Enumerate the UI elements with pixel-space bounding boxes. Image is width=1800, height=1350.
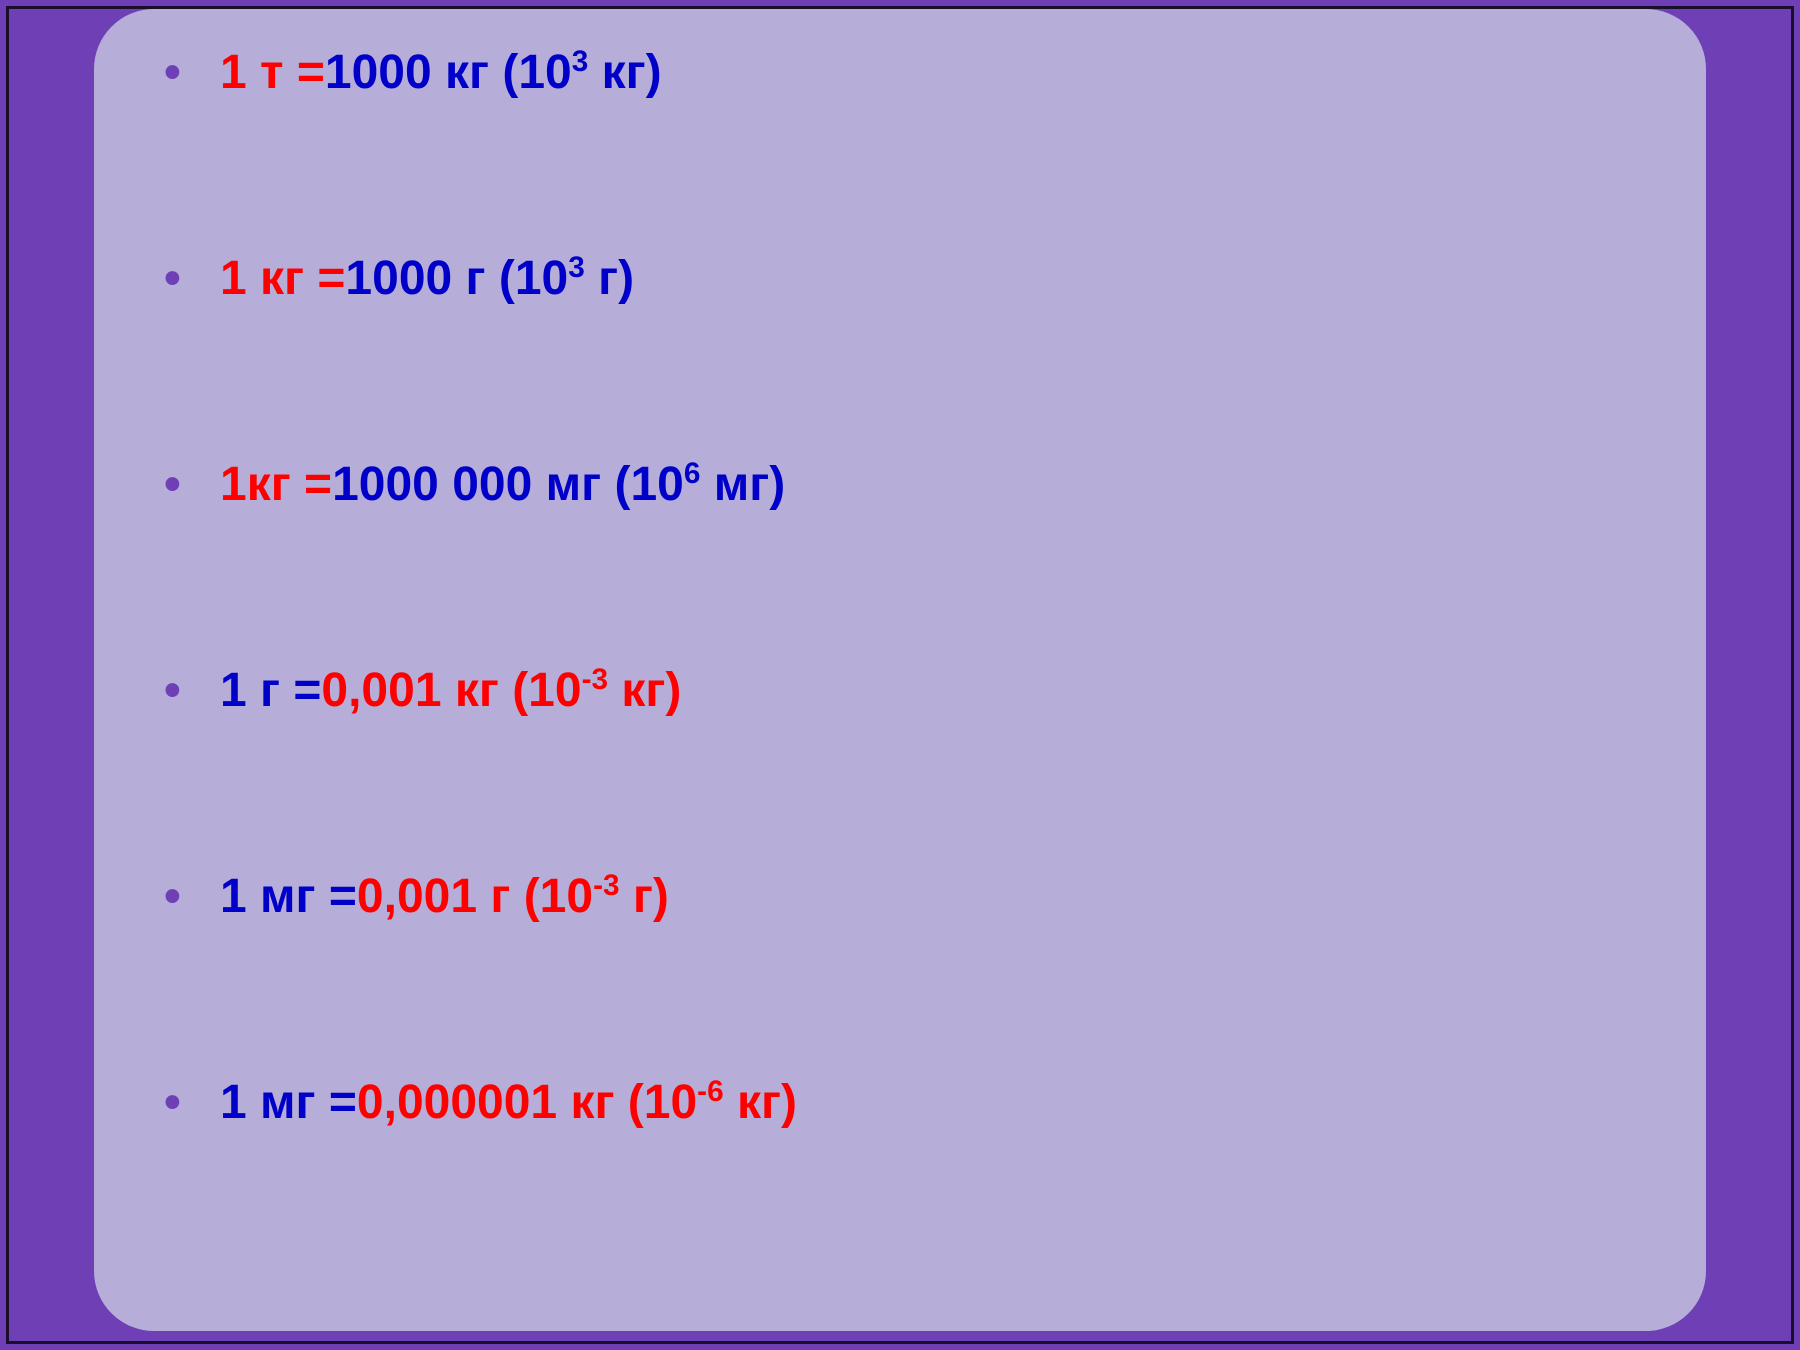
row-exponent: 6 xyxy=(684,457,701,490)
row-value: 1000 000 мг (106 мг) xyxy=(332,461,785,509)
row-value-base: 0,001 г (10 xyxy=(357,870,593,923)
row-exponent: 3 xyxy=(568,251,585,284)
slide-outer: • 1 т = 1000 кг (103 кг) • 1 кг = 1000 г… xyxy=(6,6,1794,1344)
row-value-tail: кг) xyxy=(724,1076,797,1129)
conversion-row: • 1 г = 0,001 кг (10-3 кг) xyxy=(164,667,1646,715)
row-value: 0,001 кг (10-3 кг) xyxy=(321,667,681,715)
bullet-icon: • xyxy=(164,461,220,509)
row-value-base: 1000 г (10 xyxy=(345,252,568,305)
row-value-tail: г) xyxy=(585,252,634,305)
conversion-row: • 1 т = 1000 кг (103 кг) xyxy=(164,49,1646,97)
row-value-tail: кг) xyxy=(588,46,661,99)
row-value-base: 1000 кг (10 xyxy=(325,46,572,99)
bullet-icon: • xyxy=(164,255,220,303)
row-left: 1 мг = xyxy=(220,1079,357,1127)
row-left: 1 г = xyxy=(220,667,321,715)
row-exponent: -3 xyxy=(582,663,608,696)
row-exponent: 3 xyxy=(572,45,589,78)
row-value: 1000 г (103 г) xyxy=(345,255,634,303)
row-value-tail: мг) xyxy=(700,458,785,511)
bullet-icon: • xyxy=(164,1079,220,1127)
row-left: 1кг = xyxy=(220,461,332,509)
row-left: 1 кг = xyxy=(220,255,345,303)
content-panel: • 1 т = 1000 кг (103 кг) • 1 кг = 1000 г… xyxy=(94,9,1706,1331)
row-value-base: 1000 000 мг (10 xyxy=(332,458,684,511)
row-value-base: 0,000001 кг (10 xyxy=(357,1076,697,1129)
row-left: 1 мг = xyxy=(220,873,357,921)
row-value: 0,001 г (10-3 г) xyxy=(357,873,669,921)
row-exponent: -6 xyxy=(697,1075,723,1108)
row-value-base: 0,001 кг (10 xyxy=(321,664,581,717)
row-exponent: -3 xyxy=(593,869,619,902)
row-value-tail: кг) xyxy=(608,664,681,717)
conversion-row: • 1кг = 1000 000 мг (106 мг) xyxy=(164,461,1646,509)
bullet-icon: • xyxy=(164,873,220,921)
conversion-row: • 1 кг = 1000 г (103 г) xyxy=(164,255,1646,303)
row-left: 1 т = xyxy=(220,49,325,97)
conversion-row: • 1 мг = 0,000001 кг (10-6 кг) xyxy=(164,1079,1646,1127)
bullet-icon: • xyxy=(164,49,220,97)
row-value: 1000 кг (103 кг) xyxy=(325,49,662,97)
row-value: 0,000001 кг (10-6 кг) xyxy=(357,1079,797,1127)
bullet-icon: • xyxy=(164,667,220,715)
row-value-tail: г) xyxy=(620,870,669,923)
conversion-row: • 1 мг = 0,001 г (10-3 г) xyxy=(164,873,1646,921)
